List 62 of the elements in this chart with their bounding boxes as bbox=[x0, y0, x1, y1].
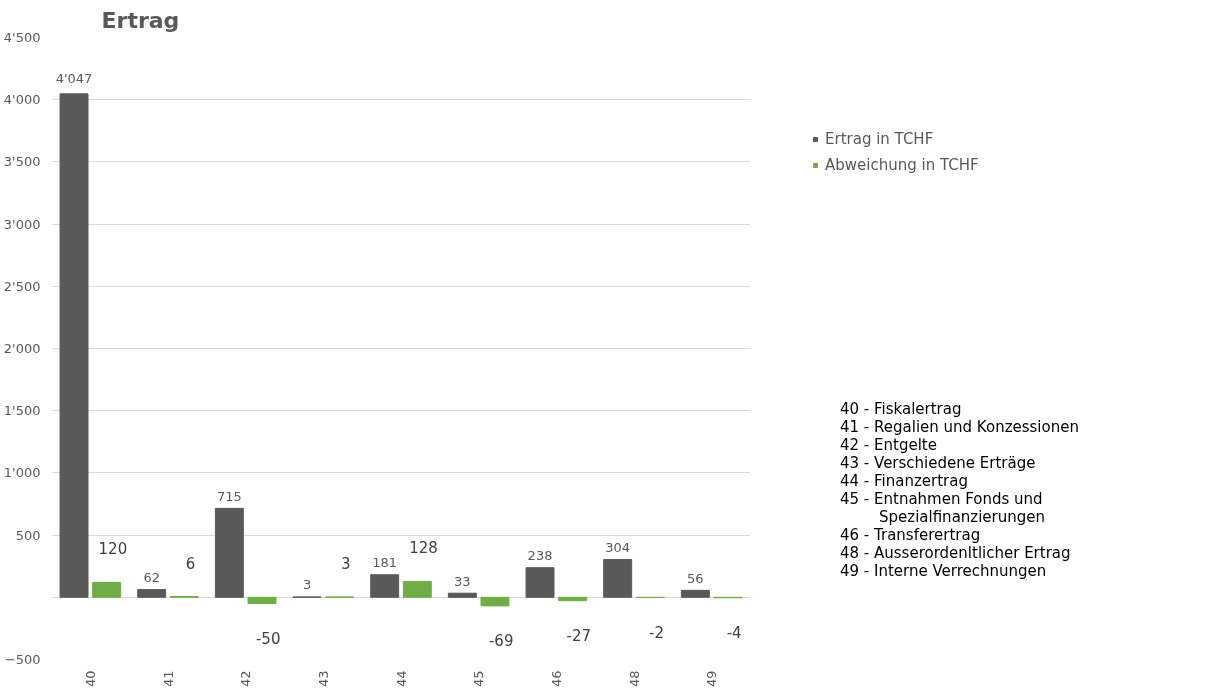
bar bbox=[558, 596, 588, 602]
data-label: 3 bbox=[302, 577, 312, 593]
data-label: 3 bbox=[341, 554, 351, 573]
y-tick-label: 1'000 bbox=[3, 465, 41, 481]
data-label: 181 bbox=[372, 555, 398, 571]
data-label: -69 bbox=[488, 631, 514, 650]
x-tick-label: 46 bbox=[548, 670, 564, 688]
y-tick-label: 500 bbox=[15, 527, 41, 543]
data-label: -27 bbox=[566, 626, 592, 645]
bar bbox=[480, 596, 510, 607]
text: 43 - Verschiedene Erträge bbox=[840, 454, 1037, 472]
x-tick-label: 44 bbox=[393, 670, 409, 688]
x-tick-label: 45 bbox=[471, 670, 487, 688]
legend-label: Ertrag in TCHF bbox=[825, 130, 934, 148]
data-label: 4'047 bbox=[55, 71, 93, 87]
data-label: -4 bbox=[726, 623, 742, 642]
bar bbox=[247, 596, 277, 605]
data-label: -2 bbox=[649, 623, 665, 642]
text: 46 - Transferertrag bbox=[840, 526, 982, 544]
data-label: 33 bbox=[454, 573, 471, 589]
bar bbox=[370, 574, 400, 598]
data-label: 128 bbox=[409, 539, 438, 558]
bar bbox=[402, 580, 432, 598]
data-label: 62 bbox=[143, 570, 160, 586]
data-label: 238 bbox=[527, 548, 553, 564]
data-label: 715 bbox=[216, 488, 242, 504]
bar bbox=[680, 589, 710, 598]
text: 44 - Finanzertrag bbox=[840, 472, 969, 490]
x-tick-label: 41 bbox=[160, 670, 176, 688]
bar bbox=[137, 589, 167, 598]
y-tick-label: 3'500 bbox=[3, 154, 41, 170]
text: 49 - Interne Verrechnungen bbox=[840, 562, 1048, 580]
legend-label: Abweichung in TCHF bbox=[825, 156, 979, 174]
data-label: -50 bbox=[255, 629, 281, 648]
y-tick-label: 4'500 bbox=[3, 30, 41, 45]
data-label: 56 bbox=[687, 570, 704, 586]
text: 42 - Entgelte bbox=[840, 436, 938, 454]
x-tick-label: 49 bbox=[704, 670, 720, 688]
chart-title: Ertrag bbox=[101, 7, 180, 33]
y-tick-label: 1'500 bbox=[3, 403, 41, 419]
y-tick-label: 2'500 bbox=[3, 278, 41, 294]
y-tick-label: 2'000 bbox=[3, 341, 41, 356]
data-label: 304 bbox=[605, 540, 631, 556]
x-tick-label: 40 bbox=[82, 670, 98, 688]
text: 48 - Ausserordenltlicher Ertrag bbox=[840, 544, 1072, 562]
y-tick-label: 3'000 bbox=[3, 216, 41, 232]
text: 45 - Entnahmen Fonds und Spezialfinanzierungen bbox=[840, 490, 1047, 526]
bar bbox=[59, 93, 89, 598]
data-label: 120 bbox=[98, 540, 128, 559]
text: 41 - Regalien und Konzessionen bbox=[840, 418, 1080, 436]
bar bbox=[525, 567, 555, 598]
bar bbox=[214, 507, 244, 598]
data-label: 6 bbox=[185, 554, 196, 573]
x-tick-label: 42 bbox=[238, 670, 254, 688]
text: 40 - Fiskalertrag bbox=[840, 400, 963, 418]
y-tick-label: −500 bbox=[4, 652, 41, 667]
x-tick-label: 48 bbox=[626, 670, 642, 688]
bar bbox=[603, 558, 633, 598]
x-tick-label: 43 bbox=[315, 670, 331, 688]
y-tick-label: 4'000 bbox=[3, 92, 41, 108]
bar bbox=[92, 581, 122, 598]
bar bbox=[447, 592, 477, 598]
